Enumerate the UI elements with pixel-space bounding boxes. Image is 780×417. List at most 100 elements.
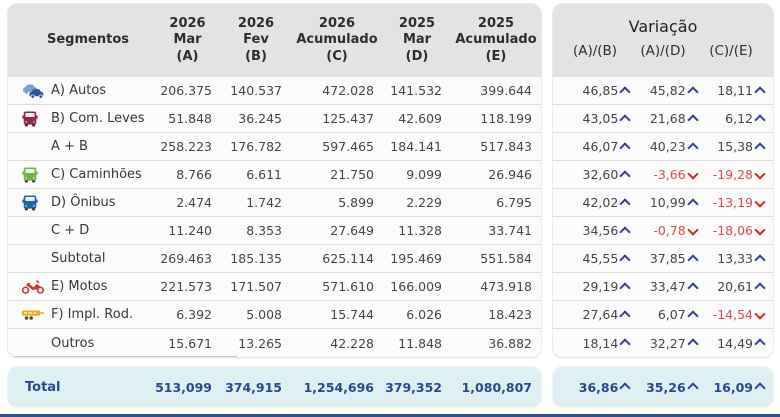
total-variation-value: 35,26 bbox=[646, 379, 686, 395]
column-header-d: 2025 Mar (D) bbox=[383, 4, 451, 77]
value-cell: 6.026 bbox=[406, 307, 442, 322]
arrow-up-icon bbox=[754, 113, 766, 126]
segments-header-label: Segmentos bbox=[47, 32, 129, 48]
header-period: Acumulado bbox=[296, 32, 378, 48]
variation-value: -19,28 bbox=[712, 167, 753, 182]
variation-column-headers: (A)/(B) (A)/(D) (C)/(E) bbox=[553, 43, 773, 59]
segments-table-body: A) Autos 206.375 140.537 472.028 141.532 399.… bbox=[8, 77, 541, 357]
segments-table-header: Segmentos 2026 Mar (A) 2026 Fev (B) 2026… bbox=[8, 4, 541, 77]
value-cell: 166.009 bbox=[390, 279, 442, 294]
header-key: (B) bbox=[245, 48, 267, 64]
variation-value: -18,06 bbox=[712, 223, 753, 238]
arrow-up-icon bbox=[754, 141, 766, 154]
variation-cell: -0,78 bbox=[629, 223, 699, 238]
variation-value: 6,12 bbox=[725, 111, 753, 126]
header-year: 2025 bbox=[477, 15, 515, 31]
value-cell: 473.918 bbox=[480, 279, 532, 294]
column-header-e: 2025 Acumulado (E) bbox=[451, 4, 541, 77]
caminhoes-icon bbox=[21, 166, 48, 184]
variation-row: 46,07 40,23 15,38 bbox=[553, 133, 773, 161]
variation-value: -13,19 bbox=[712, 195, 753, 210]
bottom-accent-bar bbox=[0, 414, 780, 417]
value-cell: 8.766 bbox=[176, 167, 212, 182]
total-value-cell: 379,352 bbox=[385, 379, 442, 395]
value-cell: 6.392 bbox=[176, 307, 212, 322]
variation-cell: 43,05 bbox=[562, 111, 631, 126]
total-variation-value: 36,86 bbox=[578, 379, 619, 395]
variation-value: 21,68 bbox=[649, 111, 686, 126]
variation-cell: 37,85 bbox=[629, 251, 699, 266]
value-cell: 42.228 bbox=[330, 335, 374, 351]
variation-cell: 34,56 bbox=[562, 223, 631, 238]
segment-label: C + D bbox=[51, 223, 90, 238]
column-header-a-d: (A)/(D) bbox=[640, 43, 686, 59]
header-period: Mar bbox=[173, 32, 202, 48]
header-key: (A) bbox=[176, 48, 199, 64]
arrow-up-icon bbox=[754, 85, 766, 98]
value-cell: 15.744 bbox=[330, 307, 374, 322]
column-header-b: 2026 Fev (B) bbox=[221, 4, 291, 77]
variation-cell: 32,60 bbox=[562, 167, 631, 182]
segment-label: D) Ônibus bbox=[51, 195, 116, 210]
segment-label: A) Autos bbox=[51, 83, 107, 98]
total-value-cell: 513,099 bbox=[155, 379, 212, 395]
variation-value: 20,61 bbox=[717, 279, 753, 294]
header-year: 2025 bbox=[398, 15, 436, 31]
variation-value: 15,38 bbox=[717, 139, 753, 154]
variation-cell: -19,28 bbox=[697, 167, 766, 182]
value-cell: 140.537 bbox=[230, 83, 282, 98]
variation-row: 29,19 33,47 20,61 bbox=[553, 273, 773, 301]
variation-value: 46,07 bbox=[582, 139, 619, 154]
variation-value: 18,14 bbox=[582, 335, 619, 351]
segment-label: C) Caminhões bbox=[51, 167, 142, 182]
variation-row: 32,60 -3,66 -19,28 bbox=[553, 161, 773, 189]
value-cell: 11.848 bbox=[398, 335, 442, 351]
total-value-cell: 1,080,807 bbox=[461, 379, 532, 395]
value-cell: 6.611 bbox=[246, 167, 282, 182]
arrow-up-icon bbox=[754, 382, 766, 394]
segment-cell: B) Com. Leves bbox=[8, 110, 154, 128]
implrod-icon bbox=[21, 308, 48, 321]
variation-cell: 6,12 bbox=[697, 111, 766, 126]
variation-value: 42,02 bbox=[582, 195, 619, 210]
table-row: E) Motos 221.573 171.507 571.610 166.009 473.… bbox=[8, 273, 541, 301]
onibus-icon bbox=[21, 194, 48, 212]
variation-row: 34,56 -0,78 -18,06 bbox=[553, 217, 773, 245]
value-cell: 176.782 bbox=[230, 139, 282, 154]
variation-total-row: 36,86 35,26 16,09 bbox=[553, 367, 773, 407]
segment-cell: Outros bbox=[8, 336, 154, 351]
variation-cell: 45,55 bbox=[562, 251, 631, 266]
arrow-down-icon bbox=[754, 307, 766, 320]
value-cell: 221.573 bbox=[160, 279, 212, 294]
variation-cell: 32,27 bbox=[629, 336, 699, 351]
variation-cell: -14,54 bbox=[697, 307, 766, 322]
total-variation-cell: 16,09 bbox=[697, 380, 766, 395]
value-cell: 184.141 bbox=[390, 139, 442, 154]
segment-cell: D) Ônibus bbox=[8, 194, 154, 212]
autos-icon bbox=[21, 82, 48, 100]
value-cell: 269.463 bbox=[160, 251, 212, 266]
variation-row: 42,02 10,99 -13,19 bbox=[553, 189, 773, 217]
header-period: Acumulado bbox=[455, 32, 537, 48]
variation-card: Variação (A)/(B) (A)/(D) (C)/(E) 46,85 45… bbox=[553, 4, 773, 357]
value-cell: 125.437 bbox=[322, 111, 374, 126]
table-row: A) Autos 206.375 140.537 472.028 141.532 399.… bbox=[8, 77, 541, 105]
variation-table-body: 46,85 45,82 18,11 43,05 21,68 6,12 46,07 40,23 1… bbox=[553, 77, 773, 357]
value-cell: 9.099 bbox=[406, 167, 442, 182]
header-key: (C) bbox=[326, 48, 348, 64]
segment-label: Subtotal bbox=[51, 251, 106, 266]
variation-value: 32,60 bbox=[582, 167, 619, 182]
variation-cell: 29,19 bbox=[562, 279, 631, 294]
variation-value: 6,07 bbox=[657, 307, 686, 322]
variation-row: 43,05 21,68 6,12 bbox=[553, 105, 773, 133]
variation-cell: 18,11 bbox=[697, 83, 766, 98]
variation-cell: 6,07 bbox=[629, 307, 699, 322]
value-cell: 185.135 bbox=[230, 251, 282, 266]
variation-value: 18,11 bbox=[717, 83, 753, 98]
variation-value: 29,19 bbox=[582, 279, 619, 294]
total-variation-cell: 36,86 bbox=[562, 379, 631, 395]
motos-icon bbox=[21, 278, 48, 295]
value-cell: 472.028 bbox=[322, 83, 374, 98]
variation-value: 33,47 bbox=[649, 279, 686, 294]
variation-cell: 27,64 bbox=[562, 307, 631, 322]
